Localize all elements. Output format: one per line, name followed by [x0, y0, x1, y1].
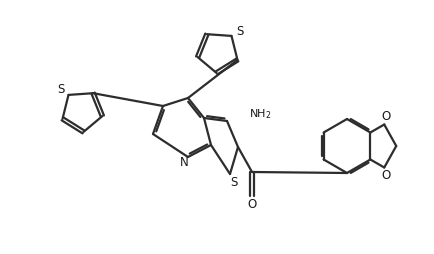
- Text: N: N: [180, 156, 188, 169]
- Text: S: S: [57, 83, 64, 97]
- Text: NH$_2$: NH$_2$: [249, 107, 272, 121]
- Text: S: S: [230, 176, 238, 188]
- Text: S: S: [236, 25, 243, 38]
- Text: O: O: [381, 169, 391, 182]
- Text: O: O: [381, 110, 391, 123]
- Text: O: O: [247, 198, 256, 212]
